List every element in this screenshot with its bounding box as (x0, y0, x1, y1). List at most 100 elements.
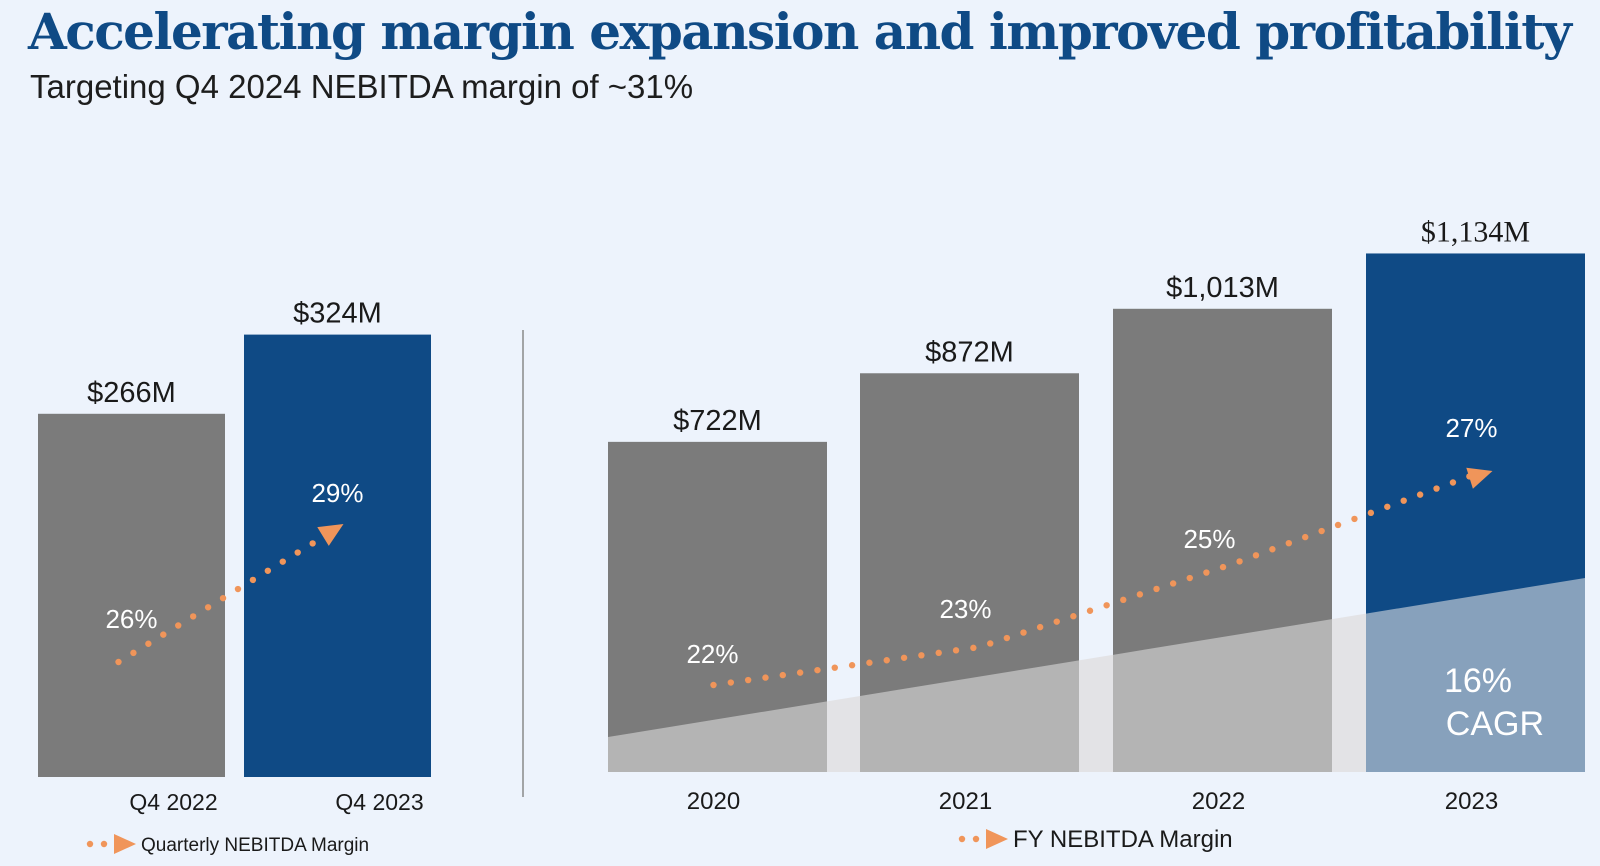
quarterly-legend-label: Quarterly NEBITDA Margin (141, 835, 369, 856)
category-label-q4-2022: Q4 2022 (129, 789, 217, 815)
margin-label-2021: 23% (939, 594, 991, 624)
value-label-q4-2023: $324M (293, 298, 382, 330)
annual-margin-line-dot-10 (883, 657, 890, 664)
margin-label-q4-2023: 29% (311, 478, 363, 508)
annual-margin-line-dot-16 (987, 640, 994, 647)
annual-margin-line-dot-0 (710, 681, 717, 689)
annual-margin-arrow (1466, 467, 1493, 489)
annual-chart: $722M 2020 $872M 2021 $1,013M 2022 $1,134M 2023… (608, 215, 1585, 853)
quarterly-margin-line-dot-12 (294, 549, 301, 556)
quarterly-margin-line-dot-0 (115, 658, 122, 666)
cagr-value: 16% (1444, 662, 1512, 700)
quarterly-margin-arrow (317, 524, 344, 546)
annual-margin-line-dot-2 (744, 676, 752, 684)
quarterly-margin-line-dot-7 (219, 594, 227, 602)
cagr-wedge-2020 (608, 701, 827, 772)
annual-margin-line-dot-13 (935, 649, 942, 657)
quarterly-legend-swatch-dot-1 (86, 840, 94, 848)
quarterly-chart: $266M Q4 2022 $324M Q4 2023 26% 29% Quarterly … (38, 298, 431, 856)
value-label-2020: $722M (673, 405, 762, 437)
annual-margin-line-dot-29 (1203, 569, 1210, 576)
annual-margin-line-dot-43 (1433, 485, 1440, 492)
quarterly-legend-swatch-dot-2 (100, 840, 108, 848)
annual-margin-line-dot-26 (1153, 585, 1160, 593)
annual-margin-line-dot-7 (831, 664, 838, 671)
value-label-2022: $1,013M (1166, 272, 1279, 304)
bar-q4-2022 (38, 413, 225, 777)
annual-margin-line-dot-25 (1136, 591, 1144, 598)
quarterly-margin-line-dot-3 (160, 631, 167, 638)
quarterly-margin-line-dot-8 (234, 585, 242, 593)
annual-legend-swatch-dot-1 (958, 835, 966, 843)
annual-margin-line-dot-4 (779, 671, 786, 679)
annual-margin-line-dot-27 (1169, 580, 1177, 587)
annual-margin-line-dot-32 (1252, 552, 1260, 559)
annual-margin-line-dot-20 (1053, 618, 1060, 625)
page-title: Accelerating margin expansion and improv… (28, 2, 1572, 61)
annual-margin-line-dot-6 (814, 666, 821, 674)
category-label-2022: 2022 (1192, 788, 1245, 815)
annual-margin-line-dot-17 (1003, 634, 1011, 642)
quarterly-margin-line-dot-11 (279, 558, 286, 565)
annual-margin-line-dot-31 (1236, 558, 1243, 565)
annual-margin-line-dot-24 (1120, 596, 1127, 604)
category-label-2020: 2020 (687, 788, 740, 815)
annual-margin-line-dot-39 (1367, 509, 1375, 517)
annual-legend-label: FY NEBITDA Margin (1013, 826, 1233, 853)
quarterly-margin-line-dot-13 (309, 540, 316, 547)
cagr-wedge-2022 (1113, 619, 1332, 772)
annual-margin-line-dot-19 (1036, 623, 1044, 631)
margin-label-2022: 25% (1183, 524, 1235, 554)
value-label-2021: $872M (925, 336, 1014, 368)
bar-q4-2023 (244, 334, 431, 777)
margin-label-2023: 27% (1445, 413, 1497, 443)
annual-margin-line-dot-8 (848, 662, 856, 669)
quarterly-margin-line-dot-6 (204, 604, 212, 611)
quarterly-margin-line-dot-10 (264, 567, 272, 574)
annual-margin-line-dot-33 (1269, 546, 1276, 553)
quarterly-legend-swatch-arrow (114, 834, 136, 854)
value-label-q4-2022: $266M (87, 377, 176, 409)
annual-margin-line-dot-40 (1384, 503, 1391, 510)
annual-margin-line-dot-23 (1103, 602, 1110, 609)
annual-margin-line-dot-14 (952, 647, 960, 654)
quarterly-margin-line-dot-1 (130, 649, 137, 657)
cagr-wedge-background (608, 578, 1585, 772)
annual-margin-line-dot-35 (1302, 533, 1309, 541)
category-label-q4-2023: Q4 2023 (335, 789, 423, 815)
margin-label-q4-2022: 26% (105, 604, 157, 634)
annual-margin-line-dot-3 (762, 674, 769, 681)
annual-margin-line-dot-41 (1400, 497, 1407, 504)
annual-margin-line-dot-22 (1086, 607, 1094, 614)
annual-margin-line-dot-12 (918, 652, 925, 659)
annual-margin-line-dot-15 (970, 644, 977, 652)
annual-margin-line-dot-11 (900, 654, 908, 661)
annual-margin-line-dot-38 (1351, 515, 1358, 523)
quarterly-margin-line-dot-2 (145, 640, 152, 647)
annual-margin-line-dot-1 (727, 679, 735, 686)
annual-margin-line-dot-5 (796, 669, 804, 676)
annual-margin-line-dot-18 (1020, 629, 1027, 636)
annual-margin-line-dot-34 (1285, 539, 1293, 547)
cagr-wedge-2021 (860, 660, 1079, 772)
page-subtitle: Targeting Q4 2024 NEBITDA margin of ~31% (30, 68, 694, 105)
quarterly-margin-line-dot-9 (249, 576, 257, 584)
category-label-2021: 2021 (939, 788, 992, 815)
annual-margin-line-dot-30 (1219, 563, 1227, 571)
annual-margin-line-dot-42 (1416, 491, 1424, 498)
annual-margin-line-dot-28 (1186, 574, 1193, 582)
annual-legend-swatch-dot-2 (972, 835, 980, 843)
annual-margin-line-dot-21 (1070, 613, 1077, 620)
annual-margin-line-dot-44 (1449, 479, 1457, 486)
annual-margin-line-dot-36 (1318, 527, 1325, 535)
quarterly-margin-line-dot-4 (175, 622, 182, 629)
category-label-2023: 2023 (1445, 788, 1498, 815)
cagr-wedge-2023 (1366, 578, 1585, 772)
margin-label-2020: 22% (686, 639, 738, 669)
annual-margin-line-dot-37 (1334, 521, 1342, 529)
annual-margin-line-dot-9 (866, 659, 873, 666)
cagr-label: CAGR (1446, 705, 1544, 743)
quarterly-margin-line-dot-5 (189, 613, 197, 620)
